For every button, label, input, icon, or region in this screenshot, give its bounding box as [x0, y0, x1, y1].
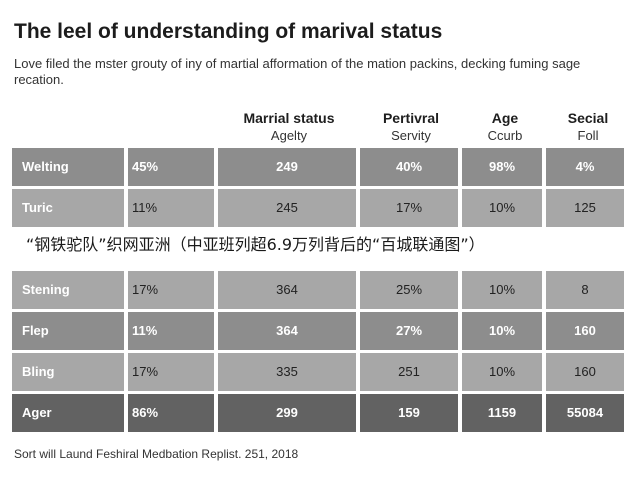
footer-source: Sort will Laund Feshiral Medbation Repli…	[14, 447, 299, 461]
caption-overlay: “钢铁驼队”织网亚洲（中亚班列超6.9万列背后的“百城联通图”）	[0, 228, 640, 262]
cell-marrial-status: 249	[218, 148, 356, 186]
cell-pertivral: 25%	[360, 271, 458, 309]
row-percent: 45%	[128, 148, 214, 186]
cell-age: 1159	[462, 394, 542, 432]
row-label: Welting	[12, 148, 124, 186]
cell-pertivral: 159	[360, 394, 458, 432]
row-label: Turic	[12, 189, 124, 227]
cell-marrial-status: 364	[218, 271, 356, 309]
cell-pertivral: 27%	[360, 312, 458, 350]
table-row: Welting 45% 249 40% 98% 4%	[12, 148, 628, 186]
cell-marrial-status: 245	[218, 189, 356, 227]
cell-pertivral: 40%	[360, 148, 458, 186]
column-header-line1: Marrial status	[243, 110, 335, 126]
cell-marrial-status: 299	[218, 394, 356, 432]
cell-secial: 55084	[546, 394, 624, 432]
column-header-line2: Agelty	[270, 128, 308, 143]
column-header-secial: Secial Foll	[548, 110, 628, 143]
cell-marrial-status: 364	[218, 312, 356, 350]
cell-marrial-status: 335	[218, 353, 356, 391]
cell-pertivral: 17%	[360, 189, 458, 227]
cell-age: 10%	[462, 353, 542, 391]
table-row: Turic 11% 245 17% 10% 125	[12, 189, 628, 227]
row-label: Flep	[12, 312, 124, 350]
table-row: Bling 17% 335 251 10% 160	[12, 353, 628, 391]
cell-pertivral: 251	[360, 353, 458, 391]
cell-secial: 160	[546, 312, 624, 350]
cell-age: 10%	[462, 312, 542, 350]
row-percent: 17%	[128, 353, 214, 391]
page-title: The leel of understanding of marival sta…	[14, 20, 443, 43]
column-header-line1: Secial	[567, 110, 609, 126]
column-header-line1: Pertivral	[382, 110, 440, 126]
column-header-line1: Age	[491, 110, 519, 126]
row-label: Bling	[12, 353, 124, 391]
cell-age: 10%	[462, 189, 542, 227]
cell-secial: 125	[546, 189, 624, 227]
column-header-line2: Servity	[391, 128, 431, 143]
cell-secial: 8	[546, 271, 624, 309]
row-label: Stening	[12, 271, 124, 309]
column-header-line2: Foll	[577, 128, 599, 143]
cell-secial: 4%	[546, 148, 624, 186]
row-percent: 86%	[128, 394, 214, 432]
row-percent: 17%	[128, 271, 214, 309]
cell-age: 10%	[462, 271, 542, 309]
table-row-total: Ager 86% 299 159 1159 55084	[12, 394, 628, 432]
column-header-age: Age Ccurb	[464, 110, 546, 143]
row-percent: 11%	[128, 312, 214, 350]
column-header-pertivral: Pertivral Servity	[362, 110, 460, 143]
table-row: Stening 17% 364 25% 10% 8	[12, 271, 628, 309]
row-label: Ager	[12, 394, 124, 432]
column-header-marrial-status: Marrial status Agelty	[218, 110, 360, 143]
page-subtitle: Love filed the mster grouty of iny of ma…	[14, 56, 581, 87]
column-header-line2: Ccurb	[487, 128, 523, 143]
row-percent: 11%	[128, 189, 214, 227]
cell-secial: 160	[546, 353, 624, 391]
table-row: Flep 11% 364 27% 10% 160	[12, 312, 628, 350]
cell-age: 98%	[462, 148, 542, 186]
